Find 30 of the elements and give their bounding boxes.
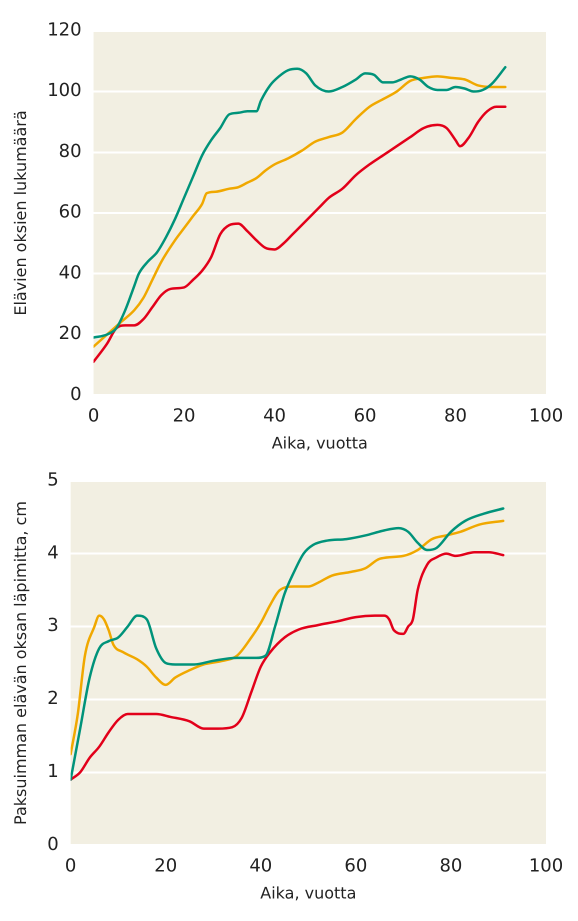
x-tick-label: 60 [354, 406, 376, 427]
x-axis-title: Aika, vuotta [260, 884, 356, 903]
y-tick-label: 0 [70, 384, 82, 405]
x-tick-label: 20 [172, 406, 196, 427]
x-tick-label: 100 [528, 406, 564, 427]
x-tick-label: 100 [528, 856, 564, 877]
y-tick-label: 80 [58, 140, 82, 162]
y-axis-title: Paksuimman elävän oksan läpimitta, cm [10, 501, 30, 825]
x-axis-title: Aika, vuotta [272, 434, 368, 453]
x-tick-label: 80 [444, 406, 467, 427]
y-tick-label: 5 [47, 469, 59, 490]
x-tick-label: 80 [439, 856, 462, 877]
x-tick-label: 0 [88, 406, 100, 427]
y-tick-label: 4 [47, 542, 59, 564]
x-tick-label: 60 [344, 856, 368, 877]
line-series [70, 550, 504, 781]
y-axis-title: Elävien oksien lukumäärä [10, 110, 30, 316]
x-tick-label: 40 [249, 856, 272, 877]
y-tick-label: 100 [47, 80, 82, 102]
line-series [94, 105, 507, 364]
y-tick-label: 40 [58, 262, 82, 284]
y-tick-label: 0 [47, 834, 59, 855]
y-tick-label: 20 [58, 323, 82, 344]
x-tick-label: 20 [154, 856, 178, 877]
y-tick-label: 1 [47, 760, 59, 782]
y-tick-label: 2 [47, 688, 59, 710]
y-tick-label: 60 [58, 202, 82, 223]
x-tick-label: 40 [263, 406, 286, 427]
y-tick-label: 3 [47, 615, 59, 636]
y-tick-label: 120 [47, 19, 82, 40]
